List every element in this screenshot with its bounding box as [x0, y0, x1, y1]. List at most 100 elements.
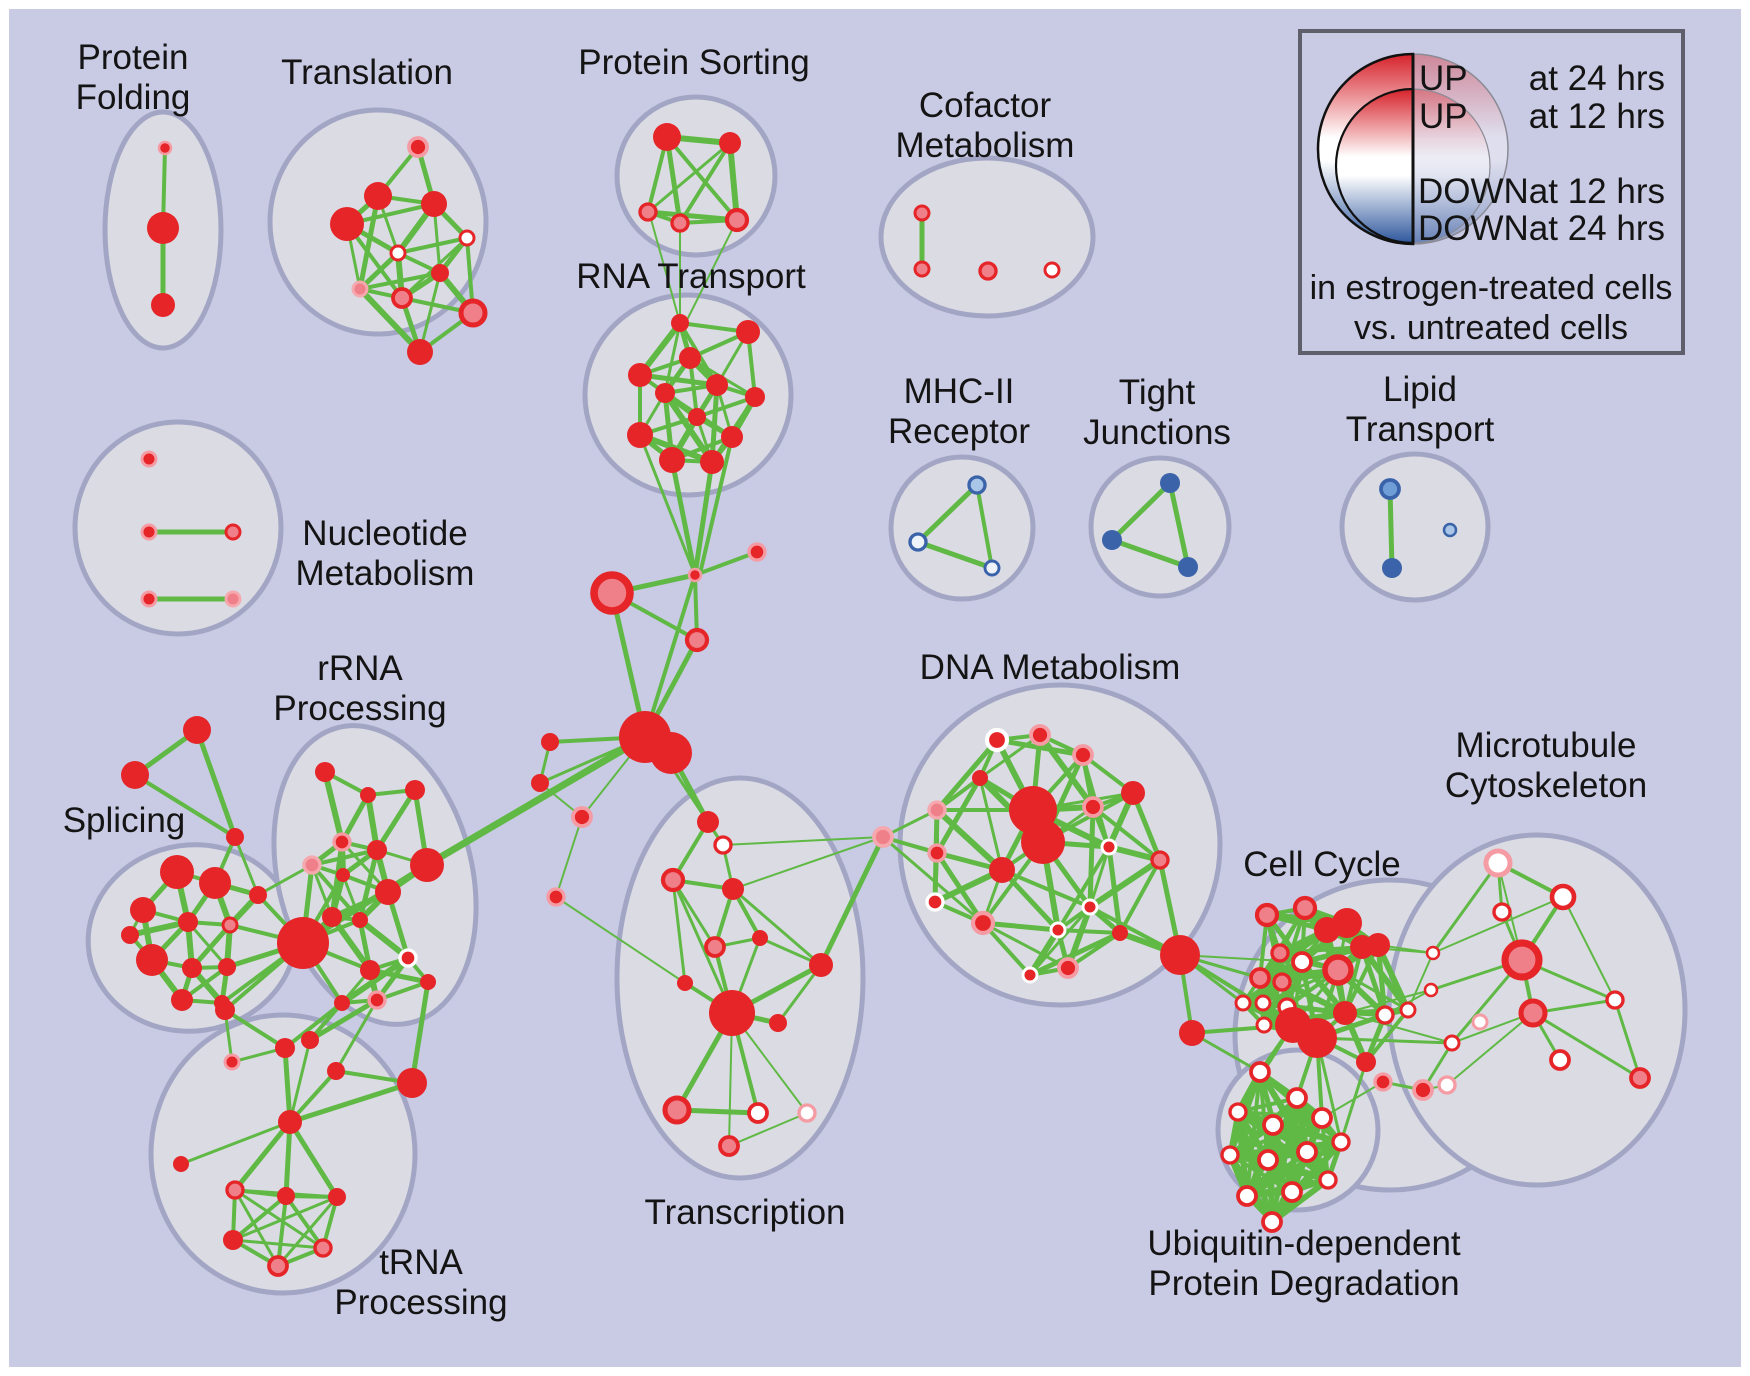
- interaction-edge: [722, 836, 884, 846]
- gene-node: [277, 1187, 295, 1205]
- gene-node: [328, 1188, 346, 1206]
- gene-node: [984, 727, 1010, 753]
- interaction-edge: [1228, 1116, 1324, 1157]
- gene-node: [389, 244, 407, 262]
- gene-node: [1021, 966, 1039, 984]
- interaction-edge: [276, 1194, 288, 1268]
- gene-node: [546, 887, 566, 907]
- gene-node: [360, 787, 376, 803]
- cluster-label-lipid-transport: Transport: [1346, 410, 1495, 449]
- gene-node: [225, 1180, 245, 1200]
- gene-node: [1425, 945, 1441, 961]
- gene-node: [745, 387, 765, 407]
- cluster-label-protein-folding: Folding: [76, 78, 191, 117]
- cluster-label-nucleotide-metabolism: Nucleotide: [302, 514, 467, 553]
- legend-row3-direction: DOWN: [1418, 172, 1529, 211]
- gene-node: [322, 907, 342, 927]
- gene-node: [1291, 951, 1313, 973]
- gene-node: [531, 774, 549, 792]
- gene-node: [655, 383, 675, 403]
- gene-node: [336, 868, 350, 882]
- interaction-edge: [339, 955, 411, 1006]
- interaction-edge: [818, 834, 886, 968]
- gene-node: [970, 910, 996, 936]
- interaction-edge: [646, 141, 732, 214]
- interaction-edge: [231, 1194, 288, 1242]
- gene-node: [713, 835, 733, 855]
- gene-node: [872, 826, 894, 848]
- interaction-edge: [1407, 952, 1434, 1011]
- gene-node: [1297, 1018, 1337, 1058]
- gene-node: [908, 532, 928, 552]
- gene-node: [249, 886, 267, 904]
- interaction-edge: [1432, 896, 1564, 954]
- cluster-ellipse-lipid-transport: [1339, 451, 1491, 603]
- interaction-edge: [1343, 943, 1380, 1015]
- interaction-edge: [1562, 896, 1616, 1001]
- gene-node: [1257, 1149, 1279, 1171]
- cluster-label-cell-cycle: Cell Cycle: [1243, 845, 1401, 884]
- gene-node: [278, 1110, 302, 1134]
- gene-node: [367, 840, 387, 860]
- interaction-edge: [1167, 480, 1191, 570]
- gene-node: [1021, 820, 1065, 864]
- interaction-edge: [978, 733, 1042, 780]
- gene-node: [334, 995, 350, 1011]
- gene-node: [420, 974, 436, 990]
- gene-node: [662, 1095, 692, 1125]
- gene-node: [157, 140, 173, 156]
- interaction-edge: [693, 550, 759, 577]
- interaction-edge: [999, 867, 1061, 933]
- gene-node: [752, 930, 768, 946]
- cluster-label-splicing: Splicing: [63, 801, 186, 840]
- gene-node: [421, 191, 447, 217]
- cluster-ellipse-transcription: [614, 775, 866, 1181]
- gene-node: [1262, 1114, 1284, 1136]
- interaction-edge: [697, 435, 734, 580]
- interaction-edge: [357, 193, 381, 292]
- interaction-edge: [1339, 1060, 1368, 1144]
- legend-row1-time: at 24 hrs: [1529, 59, 1665, 98]
- legend-caption-line1: in estrogen-treated cells: [1310, 269, 1673, 307]
- interaction-edge: [664, 134, 683, 226]
- gene-node: [769, 1014, 787, 1032]
- gene-node: [709, 990, 755, 1036]
- gene-node: [697, 811, 719, 833]
- gene-node: [224, 523, 242, 541]
- gene-node: [398, 948, 418, 968]
- legend-row2-time: at 12 hrs: [1529, 97, 1665, 136]
- interaction-edge: [648, 211, 681, 324]
- interaction-edge: [232, 1119, 293, 1193]
- gene-node: [1029, 724, 1051, 746]
- gene-node: [1160, 473, 1180, 493]
- legend-row4-time: at 24 hrs: [1529, 209, 1665, 248]
- interaction-edge: [683, 219, 738, 327]
- gene-node: [140, 590, 158, 608]
- gene-node: [1292, 895, 1318, 921]
- gene-node: [967, 475, 987, 495]
- gene-node: [1249, 967, 1271, 989]
- gene-node: [671, 314, 689, 332]
- interaction-edge: [287, 1119, 340, 1200]
- gene-node: [223, 1230, 243, 1250]
- gene-node: [677, 975, 693, 991]
- interaction-edge: [418, 271, 442, 354]
- interaction-edge: [1091, 805, 1162, 862]
- gene-node: [679, 347, 701, 369]
- interaction-edge: [329, 914, 373, 973]
- cluster-label-microtubule-cytoskeleton: Cytoskeleton: [1445, 766, 1647, 805]
- gene-node: [1629, 1067, 1651, 1089]
- gene-node: [809, 953, 833, 977]
- gene-node: [1442, 522, 1458, 538]
- interaction-edge: [133, 773, 237, 839]
- cluster-label-translation: Translation: [281, 53, 453, 92]
- legend-row3-time: at 12 hrs: [1529, 172, 1665, 211]
- gene-node: [638, 202, 658, 222]
- gene-node: [315, 762, 335, 782]
- gene-node: [405, 780, 425, 800]
- gene-node: [1501, 939, 1543, 981]
- gene-node: [1249, 1061, 1271, 1083]
- gene-node: [1318, 1170, 1338, 1190]
- interaction-edge: [233, 1188, 280, 1268]
- gene-node: [410, 848, 444, 882]
